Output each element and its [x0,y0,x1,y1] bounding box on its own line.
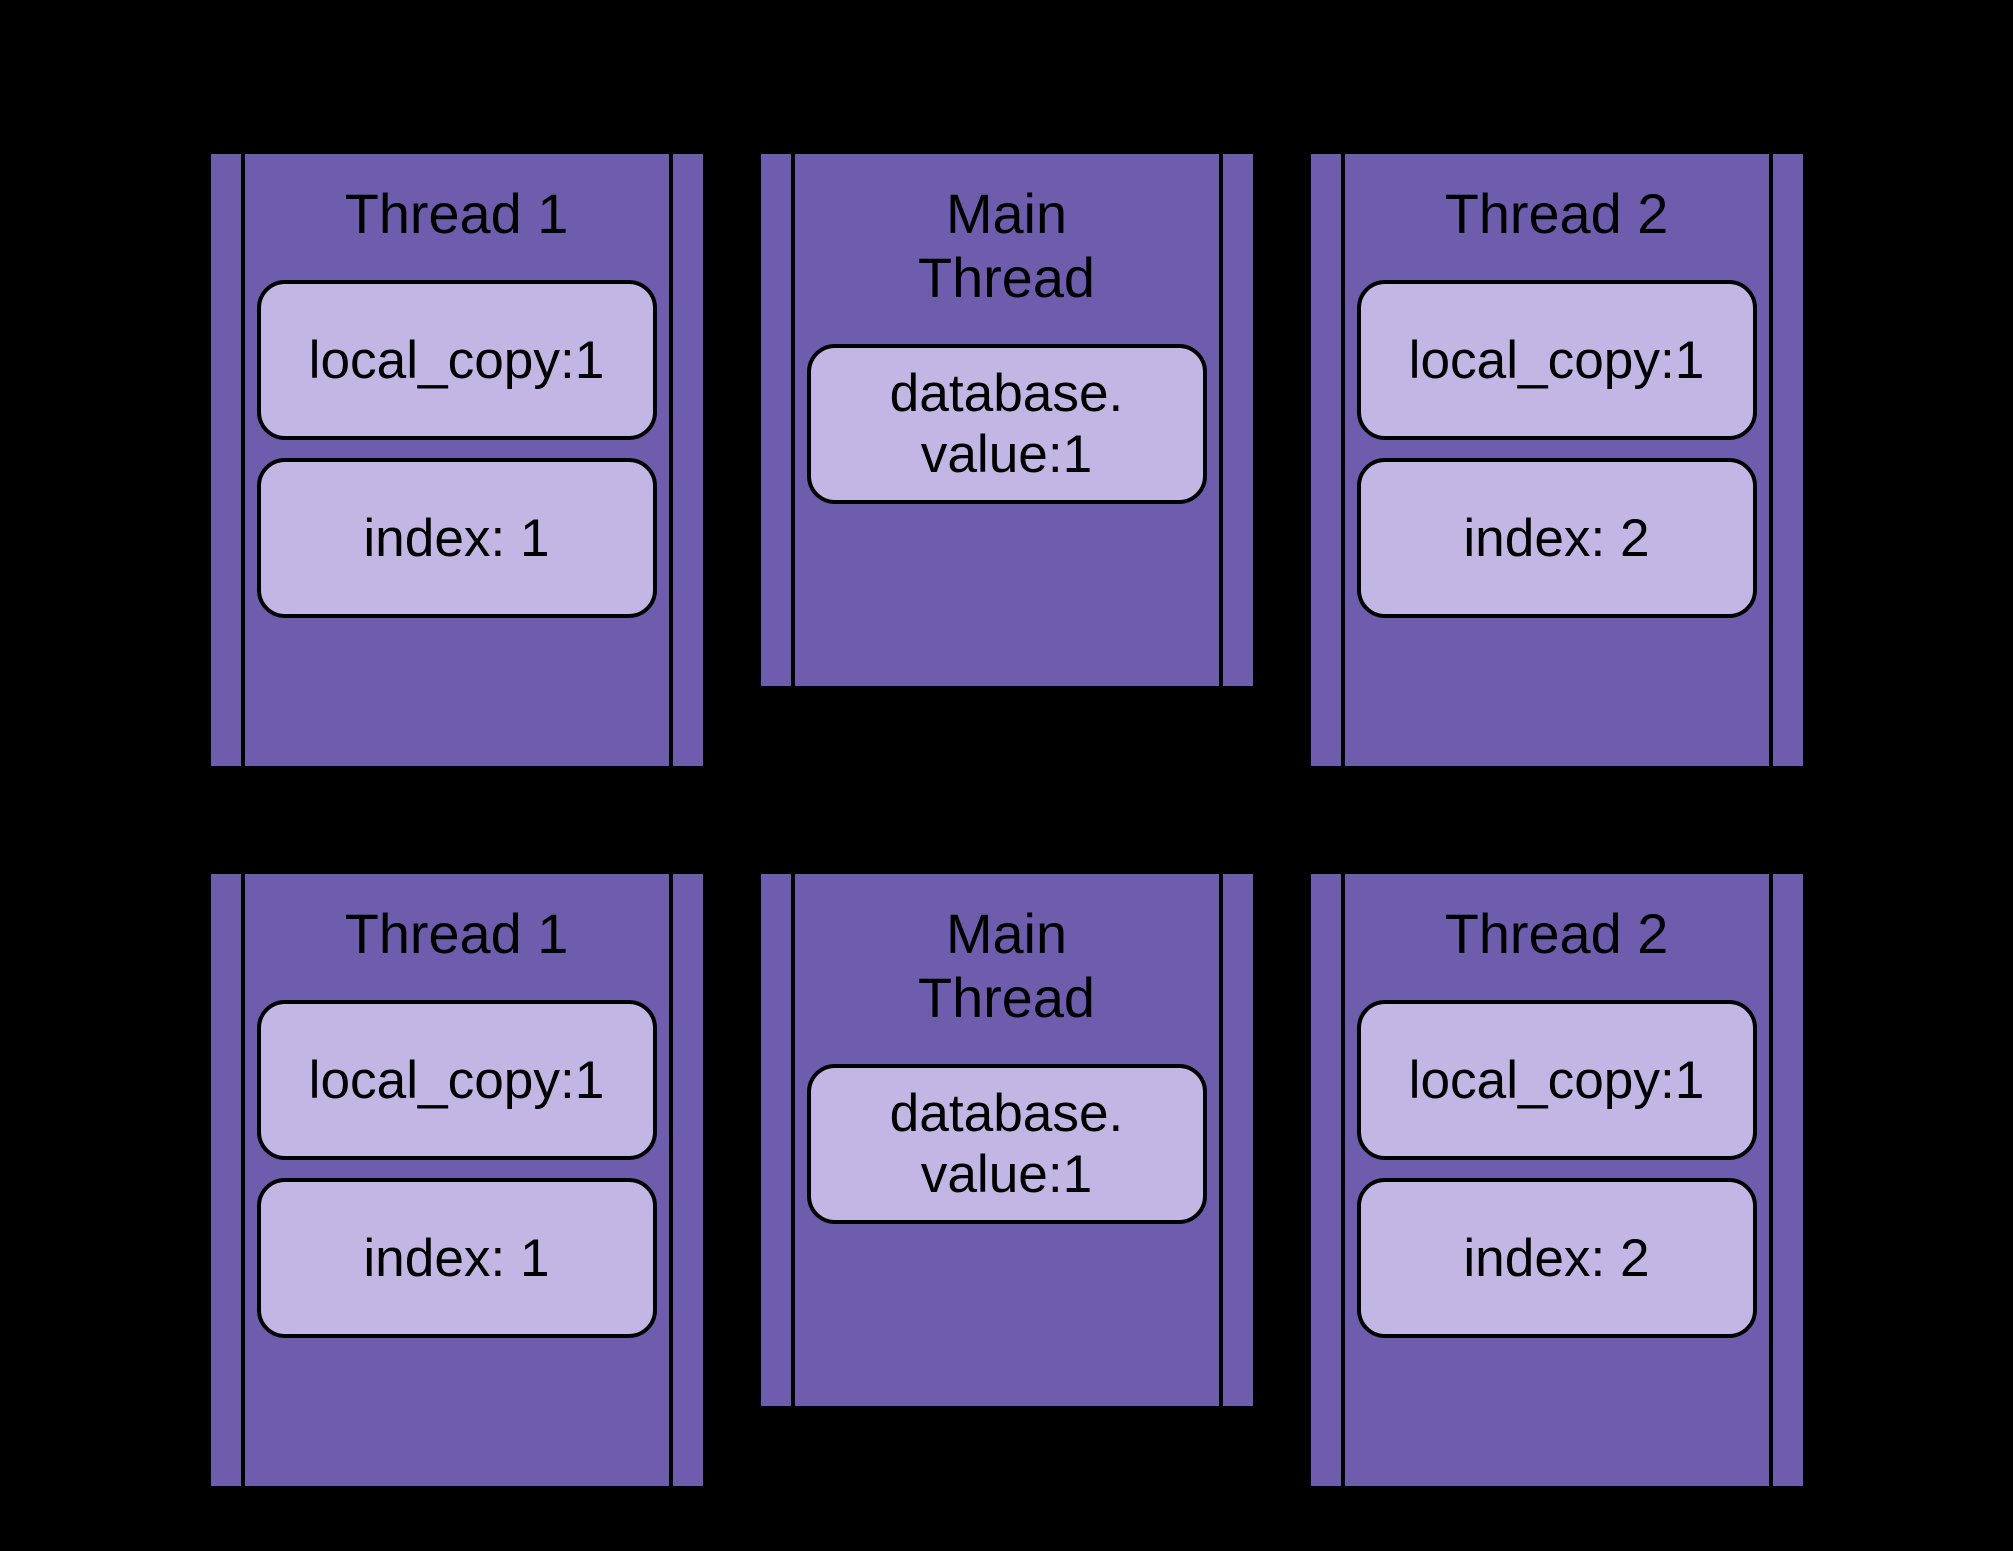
thread2-title: Thread 2 [1311,902,1803,966]
value-box-container: database.value:1 [761,344,1253,504]
inner-strip [1769,154,1773,766]
thread1-box: Thread 1 local_copy:1 index: 1 [207,150,707,770]
value-box-container: local_copy:1 index: 2 [1311,1000,1803,1338]
inner-strip [791,874,795,1406]
value-box-container: local_copy:1 index: 1 [211,1000,703,1338]
m_db-value: database.value:1 [807,1064,1207,1224]
inner-strip [791,154,795,686]
t2_index-value: index: 2 [1357,1178,1757,1338]
main-box: MainThread database.value:1 [757,870,1257,1410]
inner-strip [1769,874,1773,1486]
inner-strip [1219,154,1223,686]
thread1-box: Thread 1 local_copy:1 index: 1 [207,870,707,1490]
inner-strip [669,874,673,1486]
inner-strip [241,154,245,766]
value-box-container: local_copy:1 index: 2 [1311,280,1803,618]
t1_index-value: index: 1 [257,1178,657,1338]
value-box-container: database.value:1 [761,1064,1253,1224]
main-title: MainThread [761,902,1253,1030]
diagram-row: Thread 1 local_copy:1 index: 1 MainThread da… [0,870,2013,1490]
main-box: MainThread database.value:1 [757,150,1257,690]
thread1-title: Thread 1 [211,182,703,246]
value-box-container: local_copy:1 index: 1 [211,280,703,618]
main-title: MainThread [761,182,1253,310]
inner-strip [1341,154,1345,766]
m_db-value: database.value:1 [807,344,1207,504]
t1_local-value: local_copy:1 [257,280,657,440]
thread2-box: Thread 2 local_copy:1 index: 2 [1307,870,1807,1490]
thread2-box: Thread 2 local_copy:1 index: 2 [1307,150,1807,770]
thread2-title: Thread 2 [1311,182,1803,246]
t2_index-value: index: 2 [1357,458,1757,618]
inner-strip [669,154,673,766]
t2_local-value: local_copy:1 [1357,280,1757,440]
diagram-row: Thread 1 local_copy:1 index: 1 MainThread da… [0,150,2013,770]
t1_local-value: local_copy:1 [257,1000,657,1160]
t1_index-value: index: 1 [257,458,657,618]
inner-strip [1219,874,1223,1406]
inner-strip [241,874,245,1486]
t2_local-value: local_copy:1 [1357,1000,1757,1160]
inner-strip [1341,874,1345,1486]
thread1-title: Thread 1 [211,902,703,966]
